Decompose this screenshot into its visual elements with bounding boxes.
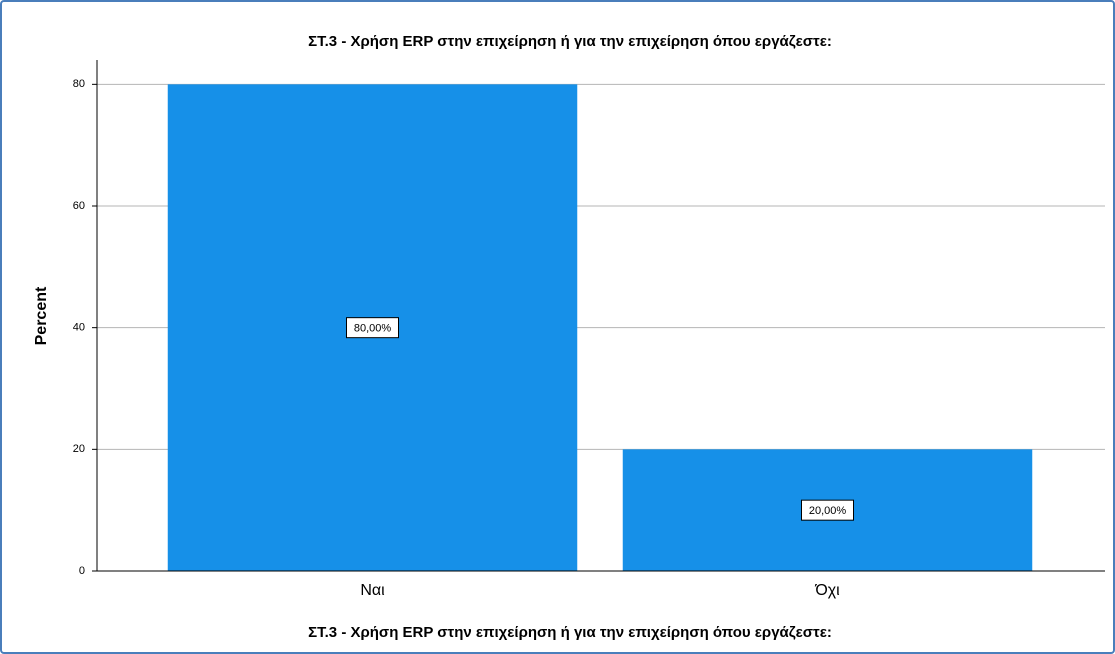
chart-title: ΣΤ.3 - Χρήση ERP στην επιχείρηση ή για τ…: [308, 33, 832, 50]
y-tick-label: 20: [73, 443, 85, 455]
x-tick-label: Ναι: [360, 582, 385, 599]
y-tick-label: 0: [79, 565, 85, 577]
x-axis-label: ΣΤ.3 - Χρήση ERP στην επιχείρηση ή για τ…: [308, 624, 832, 641]
value-label-box: [346, 317, 399, 339]
value-label: 80,00%: [354, 323, 392, 335]
x-tick-label: Όχι: [814, 582, 840, 599]
value-label-box: [801, 499, 854, 521]
y-axis-label: Percent: [33, 286, 50, 345]
y-tick-label: 80: [73, 78, 85, 90]
y-tick-label: 40: [73, 322, 85, 334]
y-tick-label: 60: [73, 200, 85, 212]
value-label: 20,00%: [809, 505, 847, 517]
